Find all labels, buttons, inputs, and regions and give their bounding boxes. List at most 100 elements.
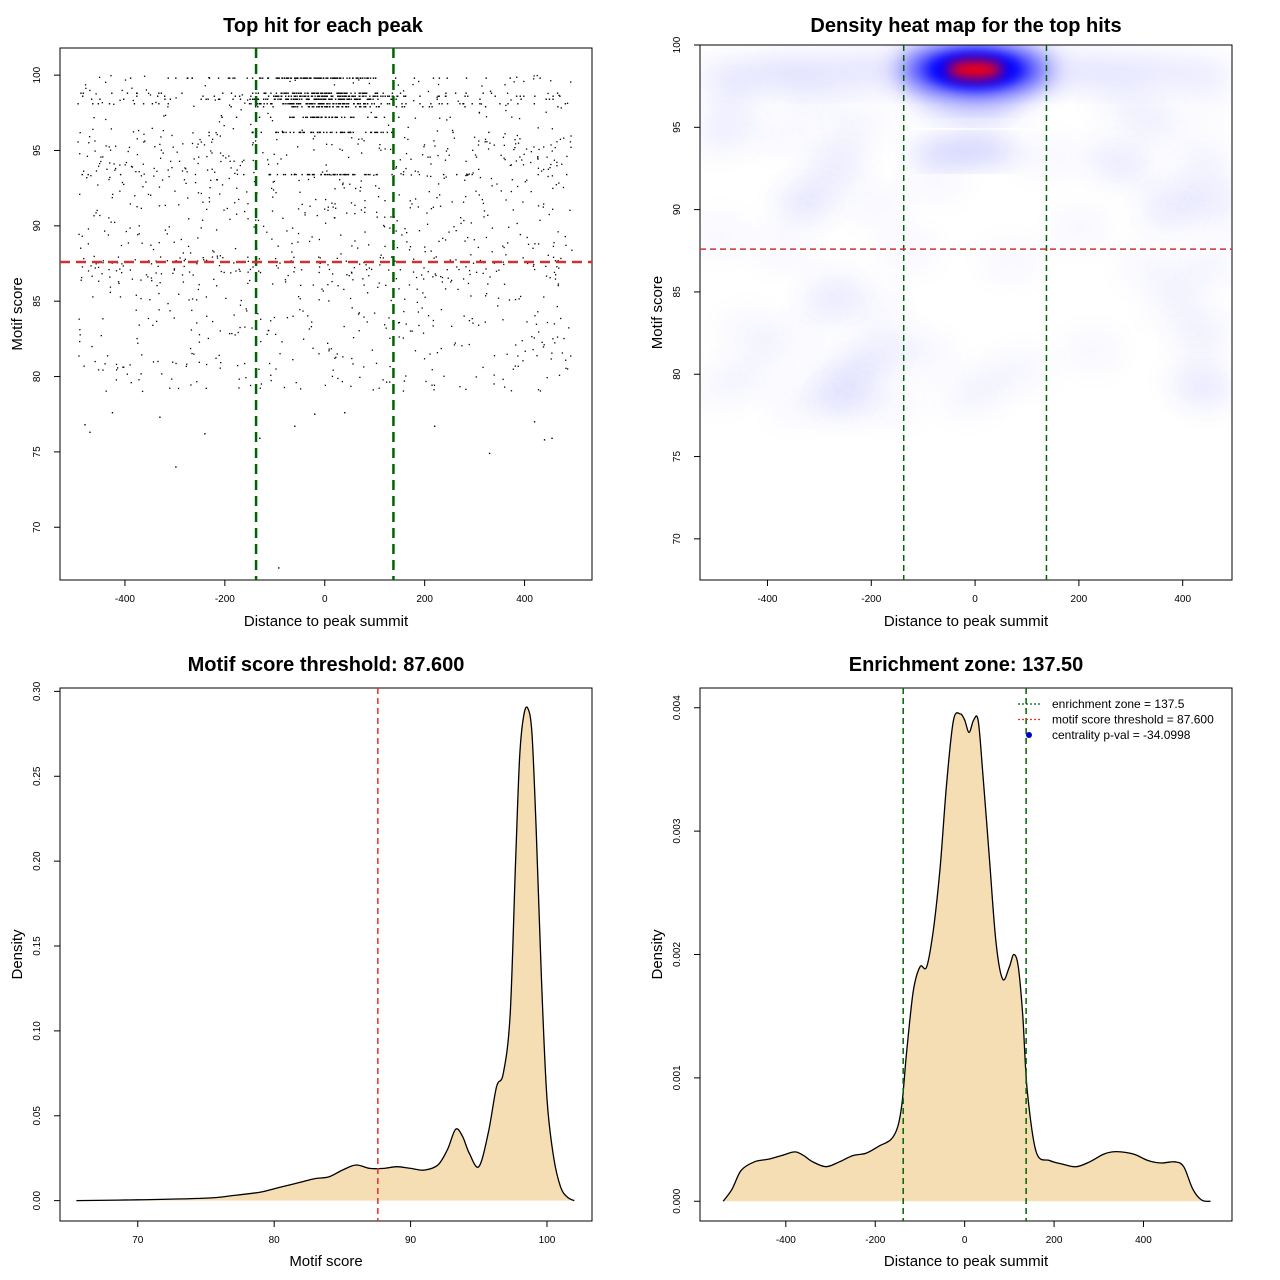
scatter-point [441, 281, 444, 283]
scatter-point [413, 77, 416, 79]
heatmap-density-blob [1180, 368, 1236, 404]
scatter-point [480, 103, 483, 105]
scatter-point [413, 100, 415, 102]
heatmap-density-blob [863, 386, 919, 422]
heatmap-density-blob [723, 353, 779, 389]
scatter-point [273, 316, 276, 319]
scatter-point [334, 357, 336, 359]
scatter-point [156, 170, 158, 172]
scatter-point [215, 357, 217, 359]
scatter-point [505, 109, 507, 112]
scatter-point [376, 131, 379, 134]
scatter-point [182, 281, 185, 283]
scatter-point [155, 101, 157, 104]
scatter-point [160, 92, 163, 94]
scatter-point [322, 103, 324, 105]
scoredensity-xtick-label: 80 [269, 1235, 281, 1246]
scatter-point [313, 106, 315, 108]
scatter-point [350, 202, 353, 204]
scatter-point [372, 98, 374, 100]
scatter-point [522, 360, 524, 362]
scatter-point [327, 264, 329, 266]
scatter-point [563, 337, 565, 340]
scatter-point [363, 284, 365, 286]
scatter-point [539, 77, 541, 79]
scatter-point [108, 146, 110, 148]
scatter-point [251, 77, 254, 79]
scatter-point [468, 173, 470, 175]
scatter-point [287, 77, 290, 79]
scatter-point [98, 76, 101, 78]
scatter-point [497, 297, 500, 299]
scatter-point [553, 242, 555, 244]
scatter-point [143, 75, 146, 77]
scatter-point [287, 274, 289, 277]
scatter-point [521, 340, 523, 342]
scatter-point [117, 256, 120, 258]
scatter-point [549, 276, 551, 279]
scatter-point [433, 384, 436, 386]
scatter-point [449, 116, 451, 118]
scatter-point [282, 173, 285, 176]
scatter-point [471, 317, 473, 320]
scatter-point [351, 95, 353, 97]
scatter-point [252, 142, 254, 144]
scatter-point [262, 106, 265, 108]
scatter-point [135, 294, 137, 296]
scatter-point [316, 77, 318, 79]
scatter-point [247, 282, 249, 285]
scatter-point [426, 223, 429, 225]
heatmap-density-blob [693, 217, 749, 253]
scatter-point [311, 103, 313, 105]
scatter-point [423, 267, 425, 269]
scatter-point [321, 95, 323, 97]
scatter-point [330, 348, 333, 350]
scatter-point [346, 92, 348, 94]
scatter-point [334, 217, 336, 219]
scatter-point [378, 282, 380, 284]
scatter-point [402, 337, 404, 339]
scatter-point [434, 145, 436, 147]
scatter-point [400, 173, 402, 175]
scatter-point [503, 386, 506, 388]
scatter-point [494, 95, 496, 97]
scatter-point [272, 189, 275, 191]
scatter-point [570, 81, 572, 83]
scatter-point [301, 173, 303, 176]
scatter-point [192, 274, 194, 276]
scatter-point [430, 208, 433, 210]
scatter-point [292, 106, 294, 108]
scatter-point [218, 264, 221, 267]
scatter-point [206, 169, 209, 171]
scatter-point [374, 77, 377, 79]
scatter-point [350, 271, 353, 273]
scatter-point [399, 92, 402, 94]
scatter-point [380, 149, 382, 151]
scatter-point [295, 77, 297, 79]
scatter-point [444, 288, 447, 290]
scatter-point [543, 439, 546, 441]
scatter-point [553, 159, 556, 161]
scatter-point [404, 227, 406, 230]
scatter-point [255, 219, 257, 221]
heatmap-ytick-label: 95 [672, 121, 683, 133]
scatter-point [352, 82, 354, 84]
scatter-point [340, 234, 342, 236]
scatter-point [282, 103, 284, 105]
scatter-point [329, 92, 331, 94]
scatter-point [330, 95, 332, 97]
scatter-point [187, 245, 190, 248]
scatter-point [358, 312, 361, 314]
scatter-point [551, 352, 553, 354]
scatter-point [196, 322, 198, 324]
scatter-point [373, 174, 375, 176]
scatter-point [366, 98, 369, 100]
scatter-point [517, 355, 519, 357]
scatter-point [296, 106, 299, 108]
scatter-point [130, 382, 132, 384]
scatter-point [302, 310, 304, 312]
scatter-point [404, 95, 407, 97]
scatter-point [473, 136, 476, 138]
scatter-point [440, 308, 443, 311]
scatter-point [342, 92, 344, 94]
